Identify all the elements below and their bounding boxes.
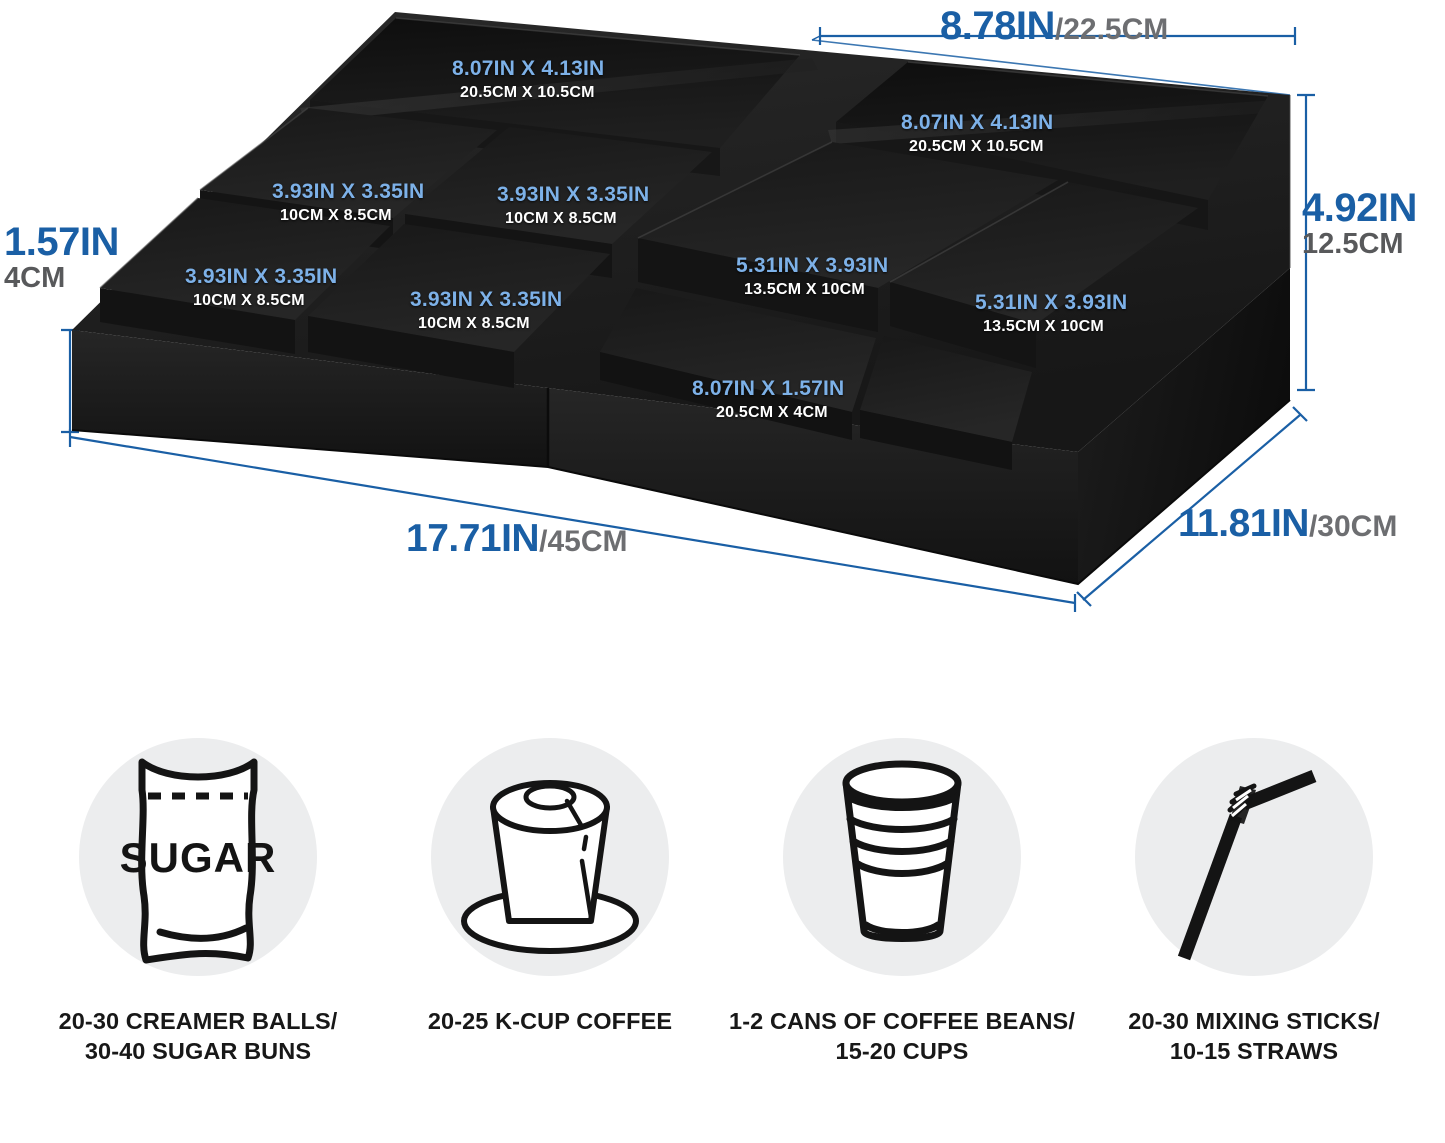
compartment-inches: 3.93IN X 3.35IN	[272, 180, 425, 203]
compartment-cm: 20.5CM X 10.5CM	[460, 83, 595, 101]
dimension-top-inches: 8.78IN	[940, 4, 1055, 48]
dimension-lines	[61, 27, 1315, 612]
compartment-label-front-left-2: 3.93IN X 3.35IN 10CM X 8.5CM	[410, 288, 562, 332]
compartment-label-front-left-1: 3.93IN X 3.35IN 10CM X 8.5CM	[185, 265, 337, 309]
dimension-label-top: 8.78IN/22.5CM	[940, 4, 1169, 48]
compartment-label-front-tray: 8.07IN X 1.57IN 20.5CM X 4CM	[692, 377, 844, 421]
compartment-label-mid-right-2: 5.31IN X 3.93IN 13.5CM X 10CM	[975, 291, 1127, 335]
dimension-depth-cm: /30CM	[1308, 510, 1398, 543]
capacity-caption: 20-25 K-CUP COFFEE	[427, 1008, 673, 1034]
compartment-inches: 5.31IN X 3.93IN	[975, 291, 1128, 314]
capacity-item-cups: 1-2 CANS OF COFFEE BEANS/ 15-20 CUPS	[726, 700, 1078, 1143]
icon-circle-backdrop	[1135, 738, 1373, 976]
compartment-label-back-right: 8.07IN X 4.13IN 20.5CM X 10.5CM	[901, 111, 1053, 155]
capacity-caption: 1-2 CANS OF COFFEE BEANS/ 15-20 CUPS	[729, 1008, 1075, 1065]
dimension-label-bottom: 17.71IN/45CM	[406, 517, 628, 560]
icon-wrap	[374, 700, 726, 1000]
compartment-cm: 13.5CM X 10CM	[744, 280, 865, 298]
dimension-bottom-cm: /45CM	[539, 525, 628, 558]
compartment-label-mid-right-1: 5.31IN X 3.93IN 13.5CM X 10CM	[736, 254, 888, 298]
compartment-cm: 10CM X 8.5CM	[280, 206, 392, 224]
dimension-label-depth: 11.81IN/30CM	[1178, 502, 1398, 545]
dimension-depth-inches: 11.81IN	[1178, 502, 1309, 545]
compartment-inches: 3.93IN X 3.35IN	[185, 265, 338, 288]
capacity-caption: 20-30 CREAMER BALLS/ 30-40 SUGAR BUNS	[58, 1008, 338, 1065]
k-cup-pod-icon	[461, 780, 639, 954]
capacity-item-kcup: 20-25 K-CUP COFFEE	[374, 700, 726, 1143]
organizer-body	[71, 12, 1291, 586]
compartment-inches: 5.31IN X 3.93IN	[736, 254, 889, 277]
compartment-inches: 8.07IN X 1.57IN	[692, 377, 845, 400]
compartment-cm: 10CM X 8.5CM	[193, 291, 305, 309]
dimension-left-inches: 1.57IN	[4, 220, 119, 264]
dimension-top-cm: /22.5CM	[1054, 13, 1169, 46]
dim-line-depth	[1082, 414, 1301, 601]
compartment-cm: 20.5CM X 10.5CM	[909, 137, 1044, 155]
cup-stack-icon	[842, 760, 962, 942]
dim-line-bottom	[69, 435, 1076, 605]
bendy-straw-icon	[1177, 769, 1317, 961]
icon-wrap: SUGAR	[22, 700, 374, 1000]
organizer-illustration	[61, 12, 1315, 612]
dimension-left-cm: 4CM	[4, 262, 66, 295]
dimension-label-right: 4.92IN 12.5CM	[1302, 186, 1417, 261]
product-dimension-diagram: 8.78IN/22.5CM 1.57IN 4CM 4.92IN 12.5CM 1…	[4, 4, 1417, 612]
compartment-cm: 13.5CM X 10CM	[983, 317, 1104, 335]
compartment-inches: 8.07IN X 4.13IN	[901, 111, 1054, 134]
capacity-row: SUGAR 20-30 CREAMER BALLS/ 30-40 SUGAR B…	[0, 700, 1445, 1143]
compartment-label-mid-left-1: 3.93IN X 3.35IN 10CM X 8.5CM	[272, 180, 424, 224]
icon-wrap	[1078, 700, 1430, 1000]
sugar-bag-icon: SUGAR	[120, 758, 277, 964]
sugar-bag-text: SUGAR	[120, 834, 277, 881]
compartment-cm: 10CM X 8.5CM	[505, 209, 617, 227]
compartment-label-back-left: 8.07IN X 4.13IN 20.5CM X 10.5CM	[452, 57, 604, 101]
compartment-label-mid-left-2: 3.93IN X 3.35IN 10CM X 8.5CM	[497, 183, 649, 227]
capacity-item-creamer-sugar: SUGAR 20-30 CREAMER BALLS/ 30-40 SUGAR B…	[22, 700, 374, 1143]
compartment-cm: 20.5CM X 4CM	[716, 403, 828, 421]
icon-wrap	[726, 700, 1078, 1000]
dimension-right-cm: 12.5CM	[1302, 228, 1404, 261]
compartment-cm: 10CM X 8.5CM	[418, 314, 530, 332]
compartment-inches: 3.93IN X 3.35IN	[497, 183, 650, 206]
dimension-right-inches: 4.92IN	[1302, 186, 1417, 230]
dimension-label-left: 1.57IN 4CM	[4, 220, 119, 295]
compartment-inches: 8.07IN X 4.13IN	[452, 57, 605, 80]
compartment-inches: 3.93IN X 3.35IN	[410, 288, 563, 311]
capacity-caption: 20-30 MIXING STICKS/ 10-15 STRAWS	[1128, 1008, 1380, 1065]
capacity-item-straws: 20-30 MIXING STICKS/ 10-15 STRAWS	[1078, 700, 1430, 1143]
dimension-bottom-inches: 17.71IN	[406, 517, 540, 560]
